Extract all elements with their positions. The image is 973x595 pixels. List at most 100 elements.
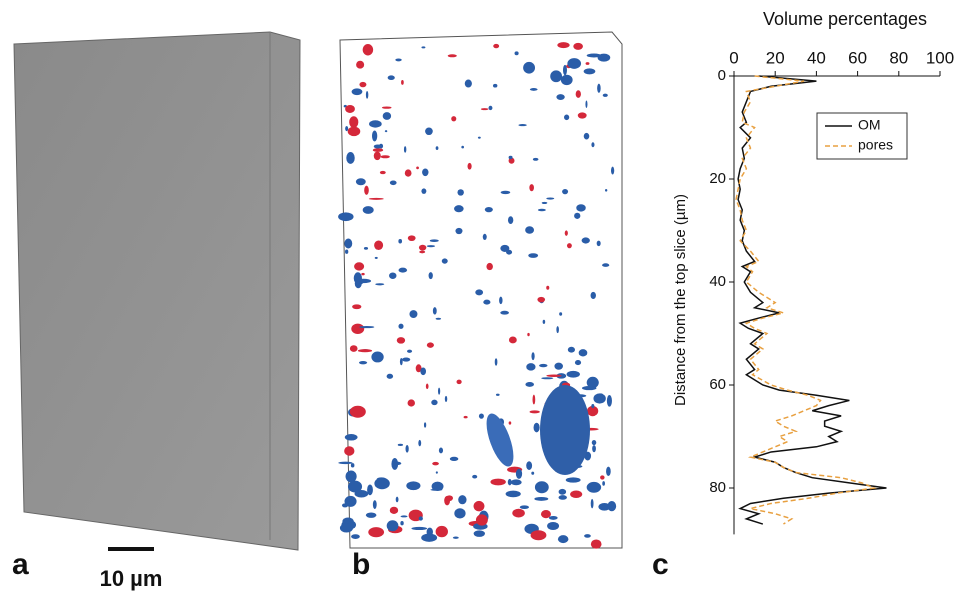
blob [484,207,493,213]
blob [461,145,464,149]
blob [507,216,514,225]
blob [435,146,439,151]
blob [546,374,562,377]
blob [570,490,583,499]
blob [508,421,512,425]
blob [559,312,563,316]
blob [565,477,581,483]
blob [418,516,423,521]
blob [529,410,540,414]
blob [405,445,409,453]
blob [602,93,608,97]
blob [344,238,353,249]
blob [477,136,481,139]
blob [590,291,596,300]
blob [347,480,363,493]
blob [464,79,472,88]
blob [398,267,408,273]
blob [540,385,590,475]
blob [581,385,597,391]
blob [611,166,615,175]
blob [597,83,601,93]
blob [591,142,595,148]
blob [606,395,612,407]
blob [398,323,404,329]
blob [362,44,374,56]
blob [362,206,374,214]
sem-volume [13,31,301,551]
blob [500,244,510,252]
blob [418,439,422,447]
blob [493,43,500,49]
blob [397,443,404,446]
blob [475,289,484,296]
blob [523,61,536,74]
legend-label: OM [858,117,881,133]
blob [374,256,378,259]
blob [598,502,611,511]
blob [574,360,582,366]
blob [585,100,588,108]
blob [363,247,369,250]
blob [381,106,392,109]
blob [409,310,418,319]
blob [355,278,372,284]
blob [515,468,523,479]
blob [380,155,390,159]
blob [400,515,408,518]
blob [607,500,617,512]
blob [454,508,466,519]
blob [411,526,428,531]
blob [359,361,368,365]
blob [573,42,583,50]
blob [386,373,394,379]
blob [478,413,484,419]
blob [492,83,498,88]
blob [407,349,413,353]
blob [596,240,601,247]
blob [345,126,349,132]
blob [530,530,547,541]
blob [406,481,421,491]
blob [505,490,521,498]
blob [432,461,439,466]
blob [349,405,366,418]
blob [488,105,493,111]
blob [566,243,572,249]
blob [593,393,606,404]
blob [345,105,355,113]
blob [389,272,397,280]
blob [344,495,357,507]
blob [540,510,551,519]
blob [372,500,377,509]
segmentation-render [338,31,623,549]
blob [587,405,599,417]
blob [531,471,535,475]
blob [387,75,395,81]
blob [398,239,403,244]
y-axis-label: Distance from the top slice (µm) [672,194,689,406]
blob [518,124,527,127]
blob [583,132,590,140]
blob [525,226,535,234]
blob [438,387,441,395]
blob [438,447,444,454]
blob [365,90,369,99]
blob [435,317,442,320]
blob [431,481,444,492]
blob [420,367,427,376]
blob [418,244,427,251]
blob [354,490,369,498]
blob [554,362,563,370]
blob [356,60,365,69]
blob [590,498,594,509]
blob [550,70,563,83]
blob [590,539,602,549]
blob [586,53,602,58]
x-tick-label: 0 [729,48,738,67]
data-line [737,75,887,525]
blob [372,148,384,152]
data-line [735,75,877,525]
blob [367,484,373,496]
blob [576,204,586,212]
